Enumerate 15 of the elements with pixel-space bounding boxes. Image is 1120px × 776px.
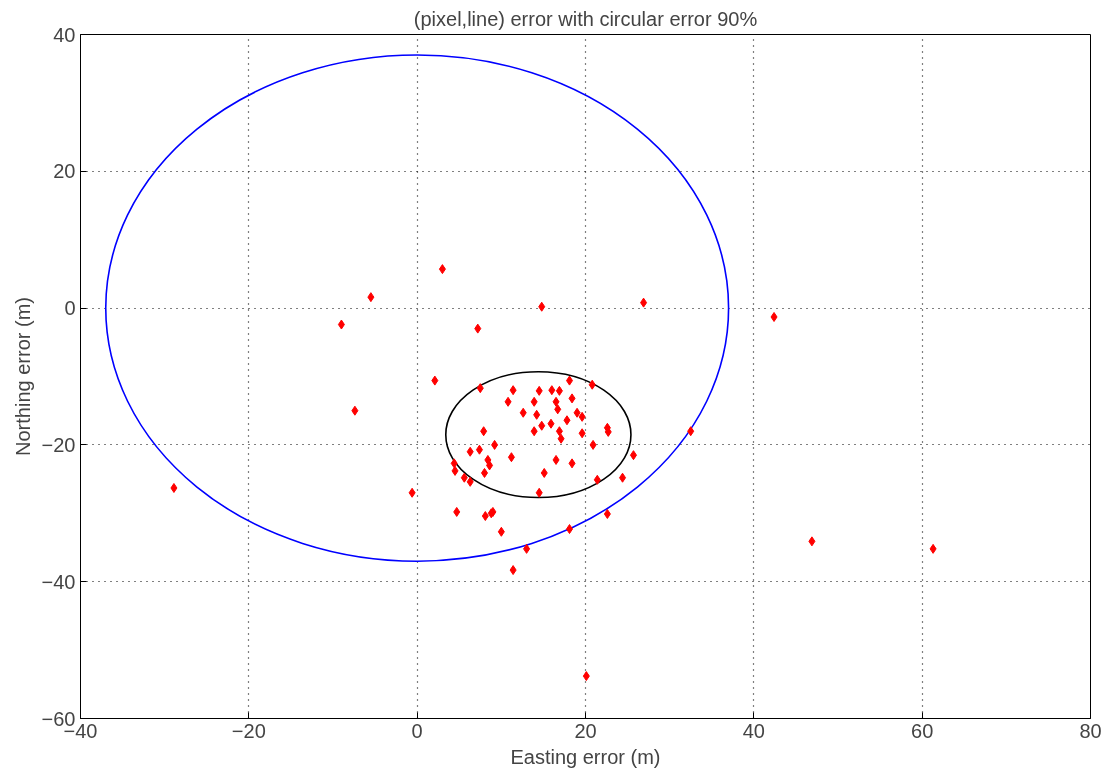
y-tick-label: −20 bbox=[41, 433, 76, 456]
y-tick-label: −40 bbox=[41, 570, 76, 593]
chart-title: (pixel,line) error with circular error 90% bbox=[413, 7, 758, 30]
y-tick-label: 20 bbox=[53, 160, 76, 183]
x-tick-label: 40 bbox=[742, 719, 765, 742]
x-tick-label: 60 bbox=[911, 719, 934, 742]
y-tick-label: −60 bbox=[41, 707, 76, 730]
x-tick-label: 20 bbox=[574, 719, 597, 742]
y-tick-label: 40 bbox=[53, 23, 76, 46]
y-tick-label: 0 bbox=[64, 297, 76, 320]
x-axis-title: Easting error (m) bbox=[510, 745, 661, 768]
x-tick-label: 0 bbox=[411, 719, 423, 742]
x-tick-label: −20 bbox=[231, 719, 266, 742]
y-axis-title: Northing error (m) bbox=[11, 297, 34, 456]
x-tick-label: 80 bbox=[1079, 719, 1102, 742]
